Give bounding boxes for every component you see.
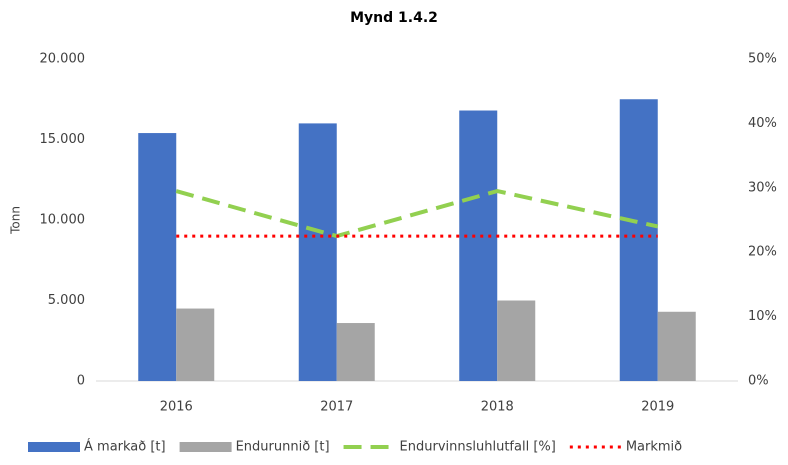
legend-swatch bbox=[28, 442, 80, 452]
legend-label: Endurvinnsluhlutfall [%] bbox=[400, 440, 556, 455]
y-tick-label: 20.000 bbox=[40, 52, 86, 67]
bar bbox=[619, 99, 658, 381]
bar bbox=[298, 123, 337, 382]
y2-tick-label: 10% bbox=[748, 309, 777, 324]
chart-title: Mynd 1.4.2 bbox=[350, 10, 438, 26]
bar bbox=[176, 308, 215, 381]
y2-tick-label: 30% bbox=[748, 180, 777, 195]
legend-swatch bbox=[179, 442, 232, 452]
x-tick-label: 2019 bbox=[641, 400, 674, 415]
y2-tick-label: 20% bbox=[748, 245, 777, 260]
y2-tick-label: 40% bbox=[748, 116, 777, 131]
x-tick-label: 2018 bbox=[481, 400, 514, 415]
bar bbox=[459, 110, 498, 382]
legend-label: Markmið bbox=[626, 440, 682, 455]
y-tick-label: 5.000 bbox=[48, 293, 85, 308]
bar bbox=[336, 323, 375, 381]
x-tick-label: 2017 bbox=[320, 400, 353, 415]
bar bbox=[138, 133, 177, 381]
bar bbox=[657, 311, 696, 381]
legend-label: Á markað [t] bbox=[84, 439, 166, 455]
y-axis-label: Tonn bbox=[9, 206, 23, 235]
line-series bbox=[175, 188, 659, 239]
x-tick-label: 2016 bbox=[160, 400, 193, 415]
bar bbox=[497, 300, 536, 381]
y-tick-label: 10.000 bbox=[40, 213, 86, 228]
y2-tick-label: 0% bbox=[748, 374, 769, 389]
y-tick-label: 15.000 bbox=[40, 132, 86, 147]
y2-tick-label: 50% bbox=[748, 52, 777, 67]
legend-label: Endurunnið [t] bbox=[236, 440, 330, 455]
y-tick-label: 0 bbox=[77, 374, 85, 389]
